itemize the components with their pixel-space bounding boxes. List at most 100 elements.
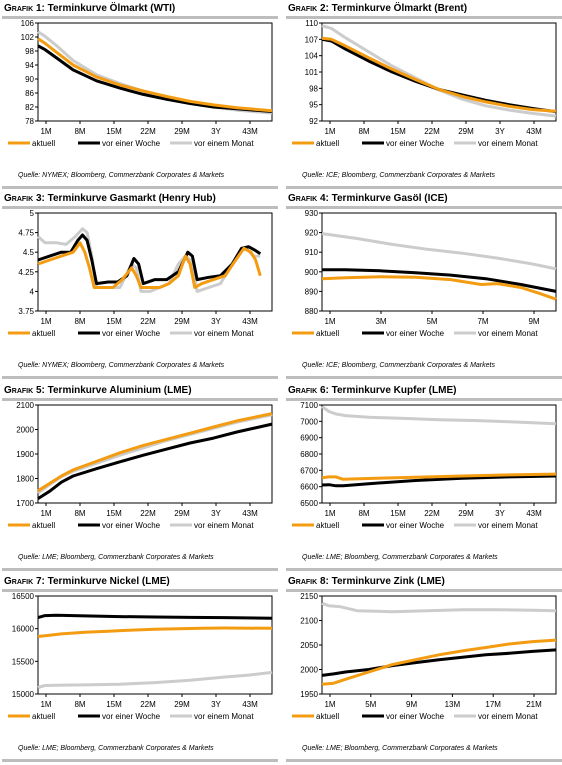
chart-title-text: Terminkurve Zink (LME) <box>331 576 445 587</box>
y-tick-label: 98 <box>309 84 318 93</box>
x-tick-label: 1M <box>40 509 51 518</box>
y-tick-label: 16500 <box>12 592 35 601</box>
bottom-divider <box>286 186 562 189</box>
legend-label-week: vor einer Woche <box>102 712 161 721</box>
x-tick-label: 22M <box>140 317 156 326</box>
chart-source: Quelle: NYMEX; Bloomberg, Commerzbank Co… <box>18 172 225 179</box>
x-tick-label: 8M <box>358 127 369 136</box>
title-divider <box>286 206 562 209</box>
legend-label-current: aktuell <box>32 139 55 148</box>
x-tick-label: 29M <box>174 127 190 136</box>
chart-source: Quelle: ICE; Bloomberg, Commerzbank Corp… <box>302 362 495 369</box>
bottom-divider <box>286 568 562 571</box>
y-tick-label: 6800 <box>300 450 318 459</box>
chart-title: Grafik 7: Terminkurve Nickel (LME) <box>4 576 170 587</box>
chart-title: Grafik 6: Terminkurve Kupfer (LME) <box>288 385 456 396</box>
y-tick-label: 101 <box>305 68 319 77</box>
bottom-divider <box>2 568 278 571</box>
x-tick-label: 22M <box>424 127 440 136</box>
line-chart: 1950 2000 2050 2100 2150 1M 5M 9M 13M 17M 21M aktue… <box>292 592 557 721</box>
chart-number: Grafik 1: <box>4 3 45 14</box>
y-tick-label: 930 <box>305 209 319 218</box>
x-tick-label: 9M <box>406 700 417 709</box>
legend-label-week: vor einer Woche <box>102 521 161 530</box>
bottom-divider <box>286 759 562 762</box>
y-tick-label: 2100 <box>300 617 318 626</box>
y-tick-label: 15500 <box>12 657 35 666</box>
x-tick-label: 43M <box>526 127 542 136</box>
y-tick-label: 7000 <box>300 417 318 426</box>
x-tick-label: 3Y <box>211 317 221 326</box>
x-tick-label: 29M <box>458 127 474 136</box>
x-tick-label: 1M <box>40 317 51 326</box>
series-line-current <box>321 472 557 481</box>
y-tick-label: 4.75 <box>18 229 34 238</box>
series-line-month <box>321 405 557 426</box>
chart-panel: Grafik 1: Terminkurve Ölmarkt (WTI) 78 82 8… <box>2 2 278 192</box>
bottom-divider <box>2 186 278 189</box>
y-tick-label: 6600 <box>300 483 318 492</box>
chart-source: Quelle: LME; Bloomberg, Commerzbank Corp… <box>302 745 498 752</box>
y-tick-label: 90 <box>25 75 34 84</box>
title-divider <box>286 398 562 401</box>
chart-panel: Grafik 8: Terminkurve Zink (LME) 1950 2000… <box>286 575 562 765</box>
y-tick-label: 900 <box>305 268 319 277</box>
x-tick-label: 1M <box>324 509 335 518</box>
y-tick-label: 1800 <box>16 475 34 484</box>
title-divider <box>2 206 278 209</box>
y-tick-label: 2150 <box>300 592 318 601</box>
series-line-week <box>37 613 273 620</box>
series-line-current <box>321 36 557 113</box>
title-divider <box>2 398 278 401</box>
legend-label-current: aktuell <box>32 521 55 530</box>
series-line-week <box>321 648 557 677</box>
x-tick-label: 15M <box>106 700 122 709</box>
line-chart: 3.75 4 4.25 4.5 4.75 5 1M 8M 15M 22M 29M 3Y 43M aktue… <box>8 209 273 338</box>
chart-title: Grafik 5: Terminkurve Aluminium (LME) <box>4 385 192 396</box>
x-tick-label: 43M <box>242 127 258 136</box>
y-tick-label: 880 <box>305 307 319 316</box>
series-line-week <box>321 37 557 114</box>
x-tick-label: 3M <box>375 317 386 326</box>
x-tick-label: 15M <box>106 127 122 136</box>
x-tick-label: 29M <box>458 509 474 518</box>
series-line-current <box>37 241 262 289</box>
series-line-month <box>37 670 273 689</box>
y-tick-label: 82 <box>25 103 34 112</box>
y-tick-label: 110 <box>305 19 318 28</box>
chart-number: Grafik 3: <box>4 193 45 204</box>
line-chart: 880 890 900 910 920 930 1M 3M 5M 7M 9M aktuell vor e… <box>292 209 557 338</box>
series-line-current <box>321 638 557 686</box>
x-tick-label: 5M <box>365 700 376 709</box>
chart-number: Grafik 2: <box>288 3 329 14</box>
chart-panel: Grafik 2: Terminkurve Ölmarkt (Brent) 92 9… <box>286 2 562 192</box>
chart-number: Grafik 5: <box>4 385 45 396</box>
x-tick-label: 9M <box>528 317 539 326</box>
chart-source: Quelle: LME; Bloomberg, Commerzbank Corp… <box>18 554 214 561</box>
chart-panel: Grafik 5: Terminkurve Aluminium (LME) 170… <box>2 384 278 574</box>
chart-title-text: Terminkurve Gasöl (ICE) <box>331 193 448 204</box>
x-tick-label: 3Y <box>495 127 505 136</box>
chart-source: Quelle: ICE; Bloomberg, Commerzbank Corp… <box>302 172 495 179</box>
legend-label-month: vor einem Monat <box>478 521 538 530</box>
chart-number: Grafik 4: <box>288 193 329 204</box>
x-tick-label: 8M <box>74 509 85 518</box>
y-tick-label: 107 <box>305 35 319 44</box>
plot-frame <box>37 212 273 312</box>
x-tick-label: 43M <box>242 317 258 326</box>
x-tick-label: 1M <box>324 127 335 136</box>
chart-number: Grafik 6: <box>288 385 329 396</box>
chart-title: Grafik 2: Terminkurve Ölmarkt (Brent) <box>288 3 467 14</box>
legend-label-current: aktuell <box>316 712 339 721</box>
title-divider <box>2 16 278 19</box>
chart-number: Grafik 8: <box>288 576 329 587</box>
legend-label-month: vor einem Monat <box>194 139 254 148</box>
chart-panel: Grafik 7: Terminkurve Nickel (LME) 15000 1… <box>2 575 278 765</box>
chart-title-text: Terminkurve Ölmarkt (WTI) <box>47 3 176 14</box>
plot-frame <box>37 595 273 695</box>
legend-label-month: vor einem Monat <box>478 712 538 721</box>
x-tick-label: 43M <box>242 700 258 709</box>
series-line-current <box>37 626 273 638</box>
x-tick-label: 1M <box>324 700 335 709</box>
legend-label-month: vor einem Monat <box>194 521 254 530</box>
